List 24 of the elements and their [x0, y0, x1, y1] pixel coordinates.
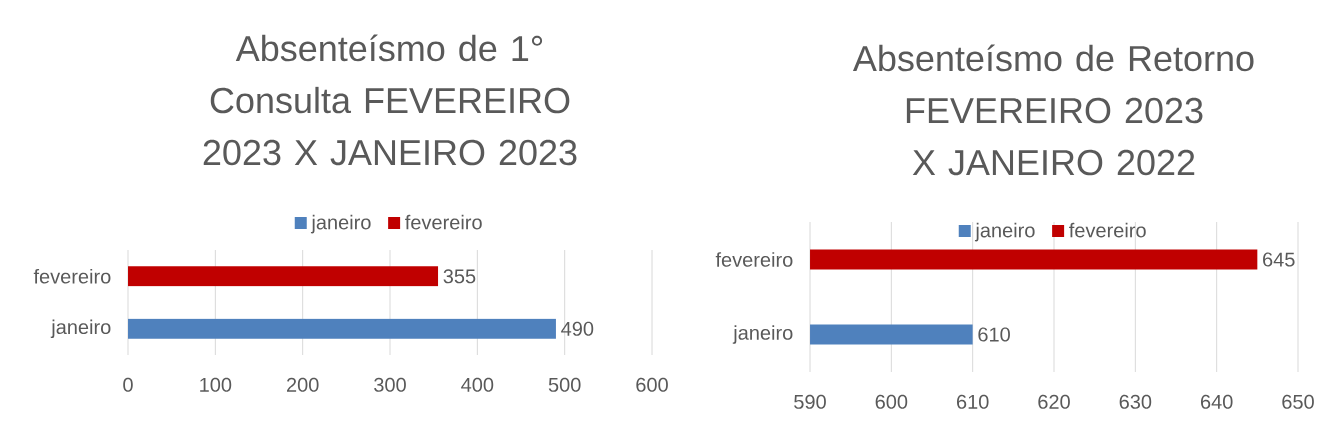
- x-tick-label: 100: [200, 377, 232, 392]
- chart-title: Absenteísmo de 1° Consulta FEVEREIRO 2023 X JANEIRO 2023: [203, 34, 577, 166]
- x-tick-label: 300: [374, 377, 406, 392]
- x-tick-label: 630: [1119, 394, 1152, 409]
- data-label: 355: [443, 269, 476, 284]
- chart-title: Absenteísmo de Retorno FEVEREIRO 2023 X JANEIRO 2022: [852, 44, 1254, 176]
- data-label: 610: [978, 327, 1010, 342]
- x-tick-label: 0: [123, 377, 133, 392]
- x-tick-label: 400: [461, 377, 494, 392]
- x-tick-label: 590: [794, 394, 826, 409]
- legend-label: janeiro: [310, 214, 371, 234]
- x-tick-label: 200: [287, 377, 319, 392]
- x-tick-label: 640: [1201, 394, 1233, 409]
- legend-label: fevereiro: [405, 214, 482, 230]
- x-tick-label: 600: [636, 377, 668, 392]
- x-tick-label: 610: [957, 394, 989, 409]
- data-label: 645: [1263, 252, 1295, 267]
- x-tick-label: 600: [875, 394, 908, 409]
- legend-label: fevereiro: [1069, 222, 1146, 238]
- x-tick-label: 620: [1038, 394, 1070, 409]
- x-tick-label: 650: [1282, 394, 1314, 409]
- data-label: 490: [561, 321, 594, 336]
- x-tick-label: 500: [548, 377, 581, 392]
- legend-label: janeiro: [974, 222, 1035, 242]
